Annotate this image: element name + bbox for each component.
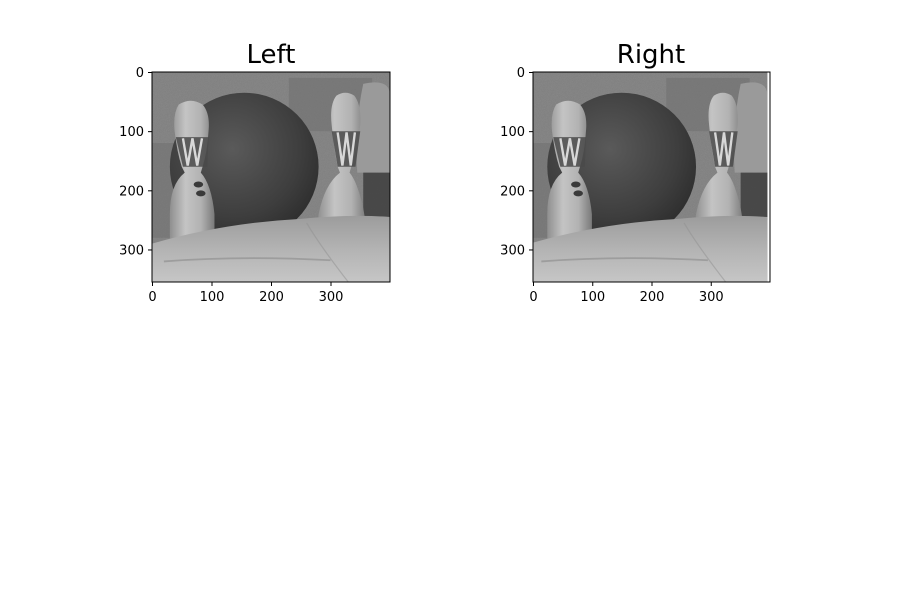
y-ticks-left: 0 100 200 300 <box>119 66 152 258</box>
axes-right: Right 0 100 200 300 0 100 200 300 <box>500 40 771 305</box>
y-ticks-right: 0 100 200 300 <box>500 66 533 258</box>
x-tick-label-right: 100 <box>580 290 605 305</box>
image-left <box>152 72 390 282</box>
y-tick-label-left: 0 <box>136 66 144 81</box>
x-tick-label-right: 300 <box>699 290 724 305</box>
x-ticks-right: 0 100 200 300 <box>529 282 724 305</box>
x-tick-label-left: 0 <box>148 290 156 305</box>
y-tick-label-left: 100 <box>119 125 144 140</box>
image-right <box>529 72 767 282</box>
x-tick-label-left: 200 <box>259 290 284 305</box>
x-tick-label-right: 0 <box>529 290 537 305</box>
y-tick-label-right: 300 <box>500 243 525 258</box>
y-tick-label-left: 300 <box>119 243 144 258</box>
x-tick-label-left: 100 <box>200 290 225 305</box>
x-ticks-left: 0 100 200 300 <box>148 282 343 305</box>
title-right: Right <box>617 40 685 70</box>
y-tick-label-right: 100 <box>500 125 525 140</box>
y-tick-label-right: 0 <box>517 66 525 81</box>
title-left: Left <box>247 40 296 70</box>
x-tick-label-left: 300 <box>319 290 344 305</box>
y-tick-label-left: 200 <box>119 184 144 199</box>
x-tick-label-right: 200 <box>640 290 665 305</box>
axes-left: Left 0 100 200 300 0 100 200 300 <box>119 40 391 305</box>
y-tick-label-right: 200 <box>500 184 525 199</box>
